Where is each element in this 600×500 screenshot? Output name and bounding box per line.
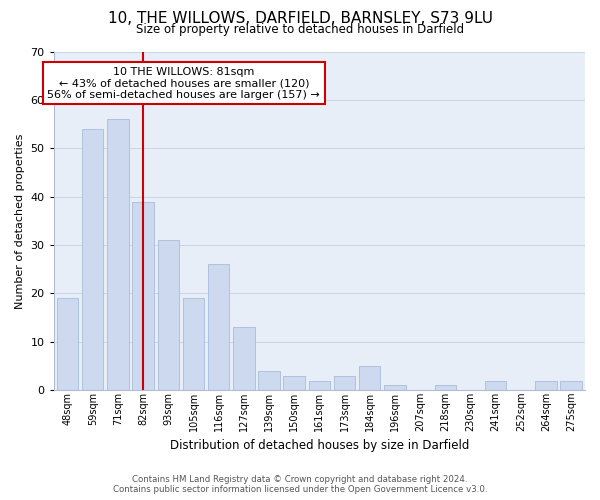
X-axis label: Distribution of detached houses by size in Darfield: Distribution of detached houses by size … bbox=[170, 440, 469, 452]
Bar bbox=[183, 298, 204, 390]
Bar bbox=[308, 380, 330, 390]
Bar bbox=[560, 380, 582, 390]
Bar bbox=[434, 386, 456, 390]
Bar bbox=[208, 264, 229, 390]
Bar bbox=[359, 366, 380, 390]
Bar bbox=[158, 240, 179, 390]
Bar bbox=[107, 120, 128, 390]
Y-axis label: Number of detached properties: Number of detached properties bbox=[15, 133, 25, 308]
Bar bbox=[82, 129, 103, 390]
Text: 10 THE WILLOWS: 81sqm
← 43% of detached houses are smaller (120)
56% of semi-det: 10 THE WILLOWS: 81sqm ← 43% of detached … bbox=[47, 66, 320, 100]
Bar bbox=[233, 328, 254, 390]
Text: Contains HM Land Registry data © Crown copyright and database right 2024.
Contai: Contains HM Land Registry data © Crown c… bbox=[113, 474, 487, 494]
Bar bbox=[485, 380, 506, 390]
Bar bbox=[535, 380, 557, 390]
Text: Size of property relative to detached houses in Darfield: Size of property relative to detached ho… bbox=[136, 22, 464, 36]
Bar bbox=[283, 376, 305, 390]
Bar bbox=[258, 371, 280, 390]
Bar bbox=[334, 376, 355, 390]
Text: 10, THE WILLOWS, DARFIELD, BARNSLEY, S73 9LU: 10, THE WILLOWS, DARFIELD, BARNSLEY, S73… bbox=[107, 11, 493, 26]
Bar bbox=[384, 386, 406, 390]
Bar bbox=[133, 202, 154, 390]
Bar bbox=[57, 298, 78, 390]
